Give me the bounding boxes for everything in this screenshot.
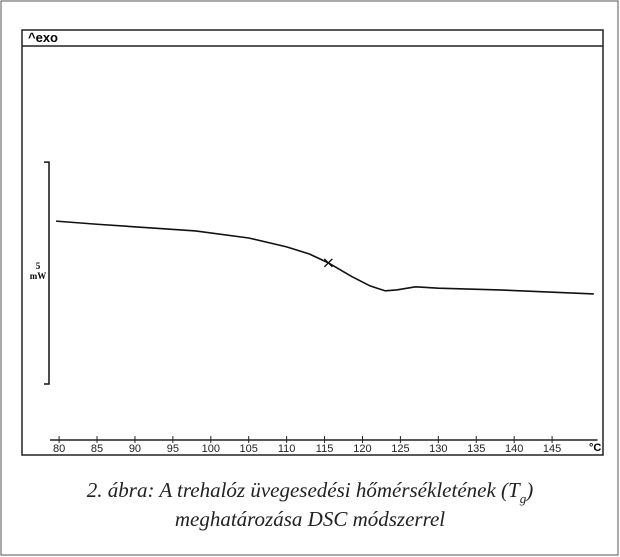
x-tick-label: 120 bbox=[353, 443, 371, 455]
x-tick-label: 140 bbox=[505, 443, 523, 455]
tg-marker bbox=[323, 258, 333, 268]
x-tick-label: 90 bbox=[129, 443, 141, 455]
caption-line: meghatározása DSC módszerrel bbox=[175, 507, 445, 531]
dsc-curve bbox=[56, 220, 594, 295]
caption-subscript: g bbox=[520, 491, 527, 506]
x-tick-label: 85 bbox=[91, 443, 103, 455]
chart-frame bbox=[21, 29, 604, 456]
caption-text: 2. ábra: A trehalóz üvegesedési hőmérsék… bbox=[87, 478, 521, 502]
scale-unit: mW bbox=[30, 271, 47, 281]
x-tick-label: 115 bbox=[316, 443, 334, 455]
x-tick-label: 95 bbox=[167, 443, 179, 455]
scale-label: 5 bbox=[36, 261, 41, 271]
x-tick-label: 145 bbox=[543, 443, 561, 455]
x-tick-label: 130 bbox=[429, 443, 447, 455]
x-tick-label: 110 bbox=[278, 443, 296, 455]
x-axis-label: °C bbox=[589, 442, 601, 454]
x-tick-label: 125 bbox=[391, 443, 409, 455]
x-tick-label: 100 bbox=[202, 443, 220, 455]
caption-line: 2. ábra: A trehalóz üvegesedési hőmérsék… bbox=[87, 478, 533, 506]
x-tick-label: 105 bbox=[240, 443, 258, 455]
header: ^exo bbox=[28, 30, 58, 45]
x-tick-label: 135 bbox=[467, 443, 485, 455]
x-tick-label: 80 bbox=[53, 443, 65, 455]
scale-bar bbox=[44, 161, 50, 385]
caption-text: ) bbox=[525, 478, 533, 502]
